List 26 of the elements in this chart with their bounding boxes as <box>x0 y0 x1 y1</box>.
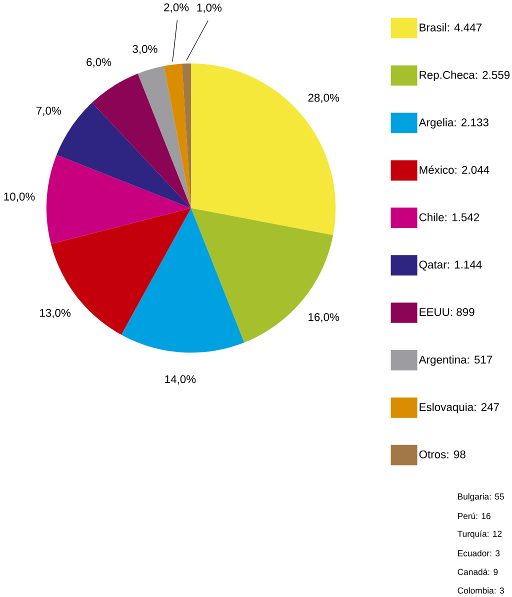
data-label: 3,0% <box>132 45 158 54</box>
text: Bulgaria: 55 <box>458 493 504 502</box>
data-label: 28,0% <box>308 94 340 104</box>
legend-label: Chile: 1.542 <box>420 213 480 222</box>
legend-label: Eslovaquia: 247 <box>420 402 500 414</box>
text: Perú: 16 <box>458 512 491 520</box>
legend-label: Brasil: 4.447 <box>420 23 482 32</box>
legend-label: Argentina: 517 <box>418 355 492 366</box>
text: Ecuador: 3 <box>458 550 500 556</box>
data-label: 16,0% <box>308 313 340 322</box>
text: Canadá: 9 <box>458 568 498 576</box>
legend-label: Otros: 98 <box>420 450 466 458</box>
legend-label: EEUU: 899 <box>420 308 474 316</box>
legend-label: Qatar: 1.144 <box>420 260 482 271</box>
data-label: 6,0% <box>86 58 112 68</box>
data-label: 13,0% <box>40 308 71 318</box>
legend-label: México: 2.044 <box>420 166 490 174</box>
legend-label: Rep.Checa: 2.559 <box>420 70 510 82</box>
data-label: 10,0% <box>4 192 35 202</box>
data-label: 1,0% <box>197 4 222 13</box>
data-label: 7,0% <box>36 106 62 116</box>
text: Turquía: 12 <box>458 530 502 539</box>
data-label: 14,0% <box>165 375 196 384</box>
data-label: 2,0% <box>164 3 189 13</box>
legend-label: Argelia: 2.133 <box>418 118 489 129</box>
text: Colombia: 3 <box>458 587 504 594</box>
